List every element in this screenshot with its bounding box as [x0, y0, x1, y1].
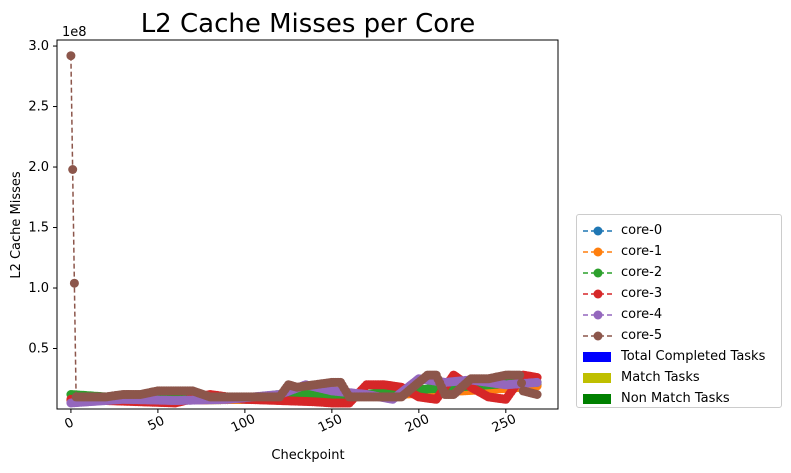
legend-line-swatch — [583, 265, 613, 279]
legend-entry: Non Match Tasks — [583, 388, 730, 408]
legend-label: Non Match Tasks — [621, 390, 730, 406]
legend-label: core-0 — [621, 222, 663, 238]
chart-title: L2 Cache Misses per Core — [141, 9, 476, 39]
legend-line-swatch — [583, 307, 613, 321]
legend-line-swatch — [583, 223, 613, 237]
legend-entry: core-0 — [583, 220, 662, 240]
y-tick-label: 2.0 — [28, 160, 49, 175]
legend-label: Total Completed Tasks — [621, 348, 766, 364]
x-tick-label: 200 — [403, 412, 432, 436]
legend-entry: core-1 — [583, 241, 662, 261]
legend-line-swatch — [583, 286, 613, 300]
axis-layer: 0 50 100 150 200 250 0.5 1.0 1.5 2.0 2.5 3.0 — [28, 39, 518, 436]
data-point — [66, 51, 76, 61]
series-core-5 — [66, 51, 542, 402]
data-point — [517, 378, 526, 388]
legend-label: core-2 — [621, 264, 663, 280]
y-tick-label: 2.5 — [28, 100, 49, 115]
x-axis-label: Checkpoint — [271, 448, 344, 463]
legend-bar-swatch — [583, 391, 613, 405]
y-tick-label: 3.0 — [28, 39, 49, 54]
legend-entry: core-5 — [583, 325, 662, 345]
y-tick-label: 0.5 — [28, 342, 49, 357]
x-tick-label: 100 — [229, 412, 258, 436]
legend-label: core-1 — [621, 243, 663, 259]
legend-label: core-3 — [621, 285, 663, 301]
legend-label: Match Tasks — [621, 369, 700, 385]
y-axis-label: L2 Cache Misses — [9, 171, 24, 279]
data-point — [532, 377, 542, 387]
data-point — [515, 370, 525, 380]
plot-area — [56, 39, 559, 410]
legend-entry: core-3 — [583, 283, 662, 303]
legend-label: core-4 — [621, 306, 663, 322]
legend-line-swatch — [583, 328, 613, 342]
x-tick-label: 250 — [490, 412, 519, 436]
y-offset-label: 1e8 — [62, 25, 87, 40]
x-tick-label: 150 — [316, 412, 345, 436]
legend: core-0 core-1 core-2 core-3 core-4 core-5 Tota… — [576, 214, 782, 408]
legend-entry: Match Tasks — [583, 367, 700, 387]
data-point — [68, 165, 78, 174]
data-point — [532, 390, 542, 399]
legend-entry: core-4 — [583, 304, 662, 324]
series-layer — [66, 51, 542, 408]
data-point — [69, 278, 79, 288]
legend-entry: Total Completed Tasks — [583, 346, 765, 366]
legend-line-swatch — [583, 244, 613, 258]
legend-bar-swatch — [583, 370, 613, 384]
y-tick-label: 1.0 — [28, 281, 49, 296]
y-tick-label: 1.5 — [28, 221, 49, 236]
legend-label: core-5 — [621, 327, 663, 343]
x-tick-label: 0 — [63, 415, 77, 432]
legend-bar-swatch — [583, 349, 613, 363]
x-tick-label: 50 — [146, 414, 167, 435]
legend-entry: core-2 — [583, 262, 662, 282]
